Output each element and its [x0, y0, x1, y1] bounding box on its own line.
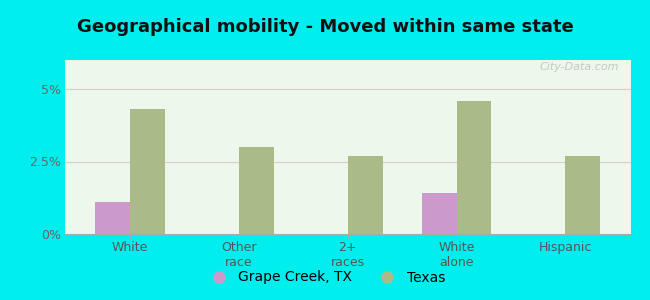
Bar: [130, 109, 165, 234]
Bar: [566, 156, 600, 234]
Text: City-Data.com: City-Data.com: [540, 62, 619, 72]
Bar: [456, 100, 491, 234]
Text: Geographical mobility - Moved within same state: Geographical mobility - Moved within sam…: [77, 18, 573, 36]
Bar: [348, 156, 383, 234]
Bar: [422, 194, 456, 234]
Legend: Grape Creek, TX, Texas: Grape Creek, TX, Texas: [200, 265, 450, 290]
Bar: [96, 202, 130, 234]
Bar: [239, 147, 274, 234]
